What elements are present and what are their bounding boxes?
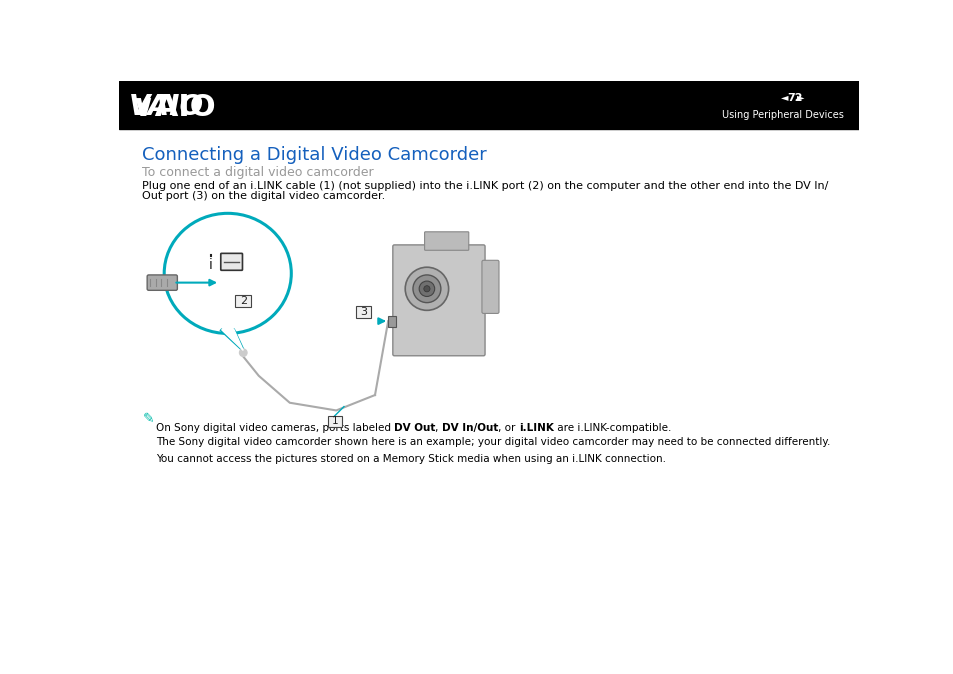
Text: On Sony digital video cameras, ports labeled: On Sony digital video cameras, ports lab…: [155, 423, 394, 433]
Bar: [388, 315, 395, 326]
Text: DV Out: DV Out: [394, 423, 435, 433]
FancyBboxPatch shape: [481, 260, 498, 313]
Text: 1: 1: [331, 417, 337, 426]
Circle shape: [418, 281, 435, 297]
Text: ,: ,: [435, 423, 441, 433]
Text: Using Peripheral Devices: Using Peripheral Devices: [721, 111, 843, 120]
Text: The Sony digital video camcorder shown here is an example; your digital video ca: The Sony digital video camcorder shown h…: [155, 437, 829, 447]
Bar: [235, 295, 251, 307]
Polygon shape: [221, 330, 243, 350]
FancyBboxPatch shape: [424, 232, 468, 250]
Text: i: i: [209, 258, 213, 272]
Text: Connecting a Digital Video Camcorder: Connecting a Digital Video Camcorder: [142, 146, 487, 164]
Bar: [328, 416, 341, 427]
FancyBboxPatch shape: [220, 253, 242, 270]
Circle shape: [423, 286, 430, 292]
Text: You cannot access the pictures stored on a Memory Stick media when using an i.LI: You cannot access the pictures stored on…: [155, 454, 665, 464]
Text: DV In/Out: DV In/Out: [441, 423, 497, 433]
Text: are i.LINK-compatible.: are i.LINK-compatible.: [554, 423, 671, 433]
FancyBboxPatch shape: [393, 245, 484, 356]
Text: ∨AIO: ∨AIO: [131, 92, 216, 121]
Text: i.LINK: i.LINK: [518, 423, 554, 433]
Text: ◄: ◄: [781, 92, 788, 102]
Bar: [355, 307, 371, 318]
Circle shape: [405, 267, 448, 310]
Circle shape: [413, 275, 440, 303]
Text: Plug one end of an i.LINK cable (1) (not supplied) into the i.LINK port (2) on t: Plug one end of an i.LINK cable (1) (not…: [142, 181, 828, 191]
Bar: [119, 81, 858, 129]
Circle shape: [239, 349, 247, 357]
Text: 2: 2: [239, 296, 247, 306]
Text: Out port (3) on the digital video camcorder.: Out port (3) on the digital video camcor…: [142, 191, 385, 201]
Text: ►: ►: [797, 92, 804, 102]
Text: 3: 3: [359, 307, 367, 317]
Text: , or: , or: [497, 423, 518, 433]
Text: ✎: ✎: [142, 412, 154, 426]
Text: VAIO: VAIO: [129, 92, 203, 121]
Text: 72: 72: [786, 92, 802, 102]
Text: To connect a digital video camcorder: To connect a digital video camcorder: [142, 166, 374, 179]
FancyBboxPatch shape: [147, 275, 177, 290]
